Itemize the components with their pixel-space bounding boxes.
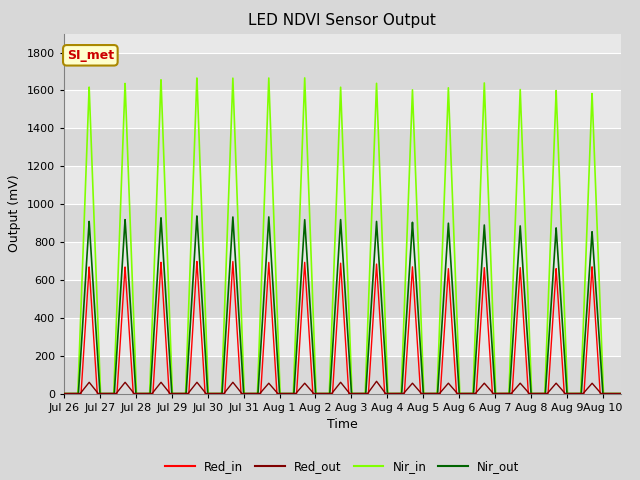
Bar	[64, 128, 621, 166]
Text: SI_met: SI_met	[67, 49, 114, 62]
X-axis label: Time: Time	[327, 418, 358, 431]
Bar	[64, 204, 621, 242]
Y-axis label: Output (mV): Output (mV)	[8, 175, 21, 252]
Legend: Red_in, Red_out, Nir_in, Nir_out: Red_in, Red_out, Nir_in, Nir_out	[161, 455, 524, 478]
Bar	[64, 280, 621, 318]
Bar	[64, 356, 621, 394]
Bar	[64, 52, 621, 90]
Title: LED NDVI Sensor Output: LED NDVI Sensor Output	[248, 13, 436, 28]
